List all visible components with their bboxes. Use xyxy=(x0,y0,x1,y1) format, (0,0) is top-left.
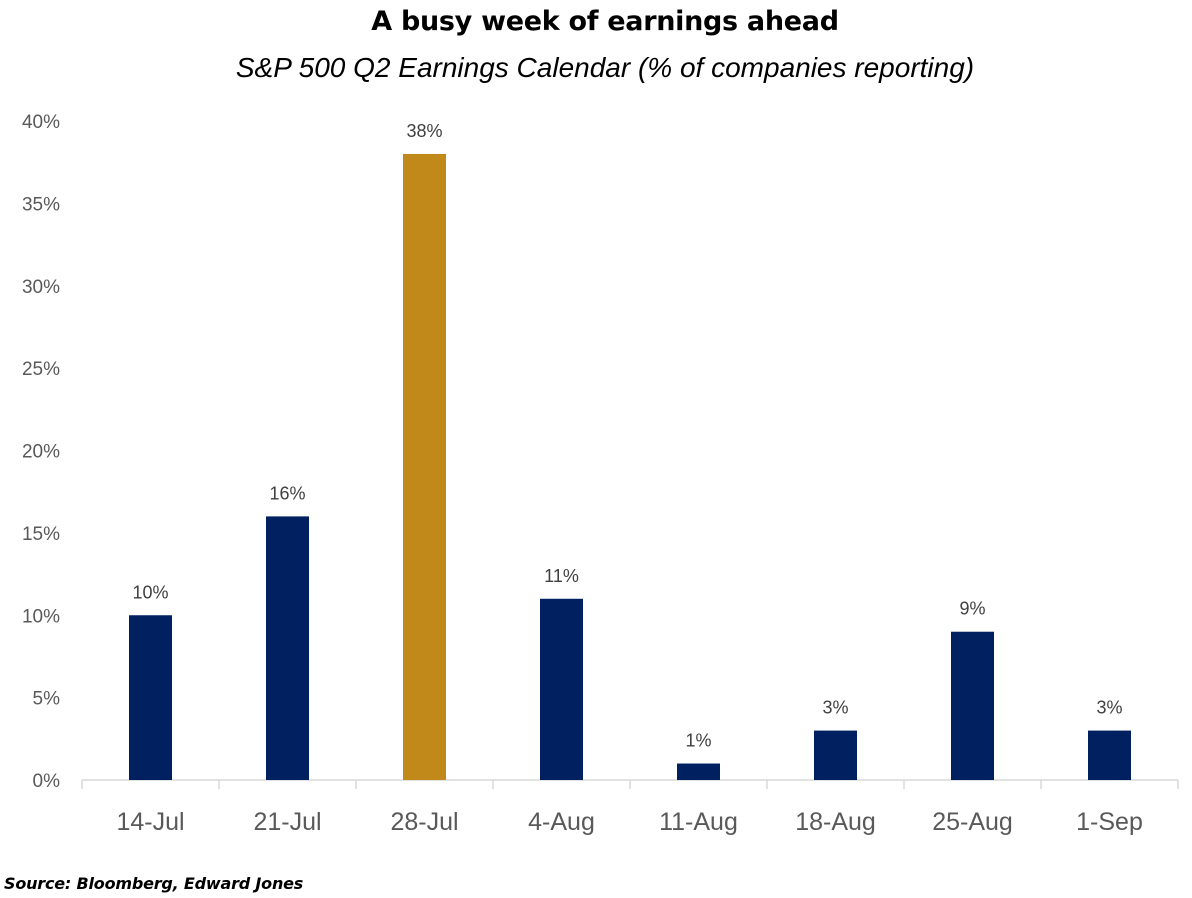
x-tick-label: 14-Jul xyxy=(116,808,184,836)
data-label: 3% xyxy=(1096,698,1122,718)
x-tick-label: 18-Aug xyxy=(795,808,876,836)
data-label: 11% xyxy=(544,566,579,586)
data-label: 1% xyxy=(685,731,711,751)
y-tick-label: 35% xyxy=(22,194,60,215)
y-tick-label: 0% xyxy=(33,771,61,792)
bar-4-aug xyxy=(540,598,583,780)
data-label: 16% xyxy=(269,483,305,503)
bar-21-jul xyxy=(266,516,309,780)
bar-14-jul xyxy=(129,615,172,780)
data-labels-group: 10% 16% 38% 11% 1% 3% 9% 3% xyxy=(132,121,1122,751)
x-tick-label: 25-Aug xyxy=(932,808,1013,836)
y-tick-label: 10% xyxy=(22,606,60,627)
y-tick-label: 15% xyxy=(22,524,60,545)
data-label: 3% xyxy=(822,698,848,718)
x-tick-label: 21-Jul xyxy=(253,808,321,836)
chart-title: A busy week of earnings ahead xyxy=(371,6,839,37)
data-label: 38% xyxy=(406,121,442,141)
x-tick-label: 4-Aug xyxy=(528,808,595,836)
bar-25-aug xyxy=(951,631,994,780)
bar-1-sep xyxy=(1088,730,1131,780)
x-tick-label: 28-Jul xyxy=(390,808,458,836)
source-note: Source: Bloomberg, Edward Jones xyxy=(4,874,304,893)
bar-11-aug xyxy=(677,763,720,780)
data-label: 10% xyxy=(132,582,168,602)
bar-28-jul xyxy=(403,153,446,780)
chart-subtitle: S&P 500 Q2 Earnings Calendar (% of compa… xyxy=(235,52,975,83)
data-label: 9% xyxy=(959,599,985,619)
x-tick-label: 1-Sep xyxy=(1076,808,1143,836)
x-axis-labels: 14-Jul 21-Jul 28-Jul 4-Aug 11-Aug 18-Aug 25-Au… xyxy=(116,808,1142,836)
x-axis xyxy=(81,779,1179,789)
x-tick-label: 11-Aug xyxy=(659,808,738,836)
y-axis-ticks: 0% 5% 10% 15% 20% 25% 30% 35% 40% xyxy=(22,112,60,792)
bars-group xyxy=(129,153,1131,780)
y-tick-label: 5% xyxy=(33,689,61,710)
y-tick-label: 30% xyxy=(22,277,60,298)
bar-18-aug xyxy=(814,730,857,780)
y-tick-label: 20% xyxy=(22,442,60,463)
y-tick-label: 25% xyxy=(22,359,60,380)
y-tick-label: 40% xyxy=(22,112,60,133)
